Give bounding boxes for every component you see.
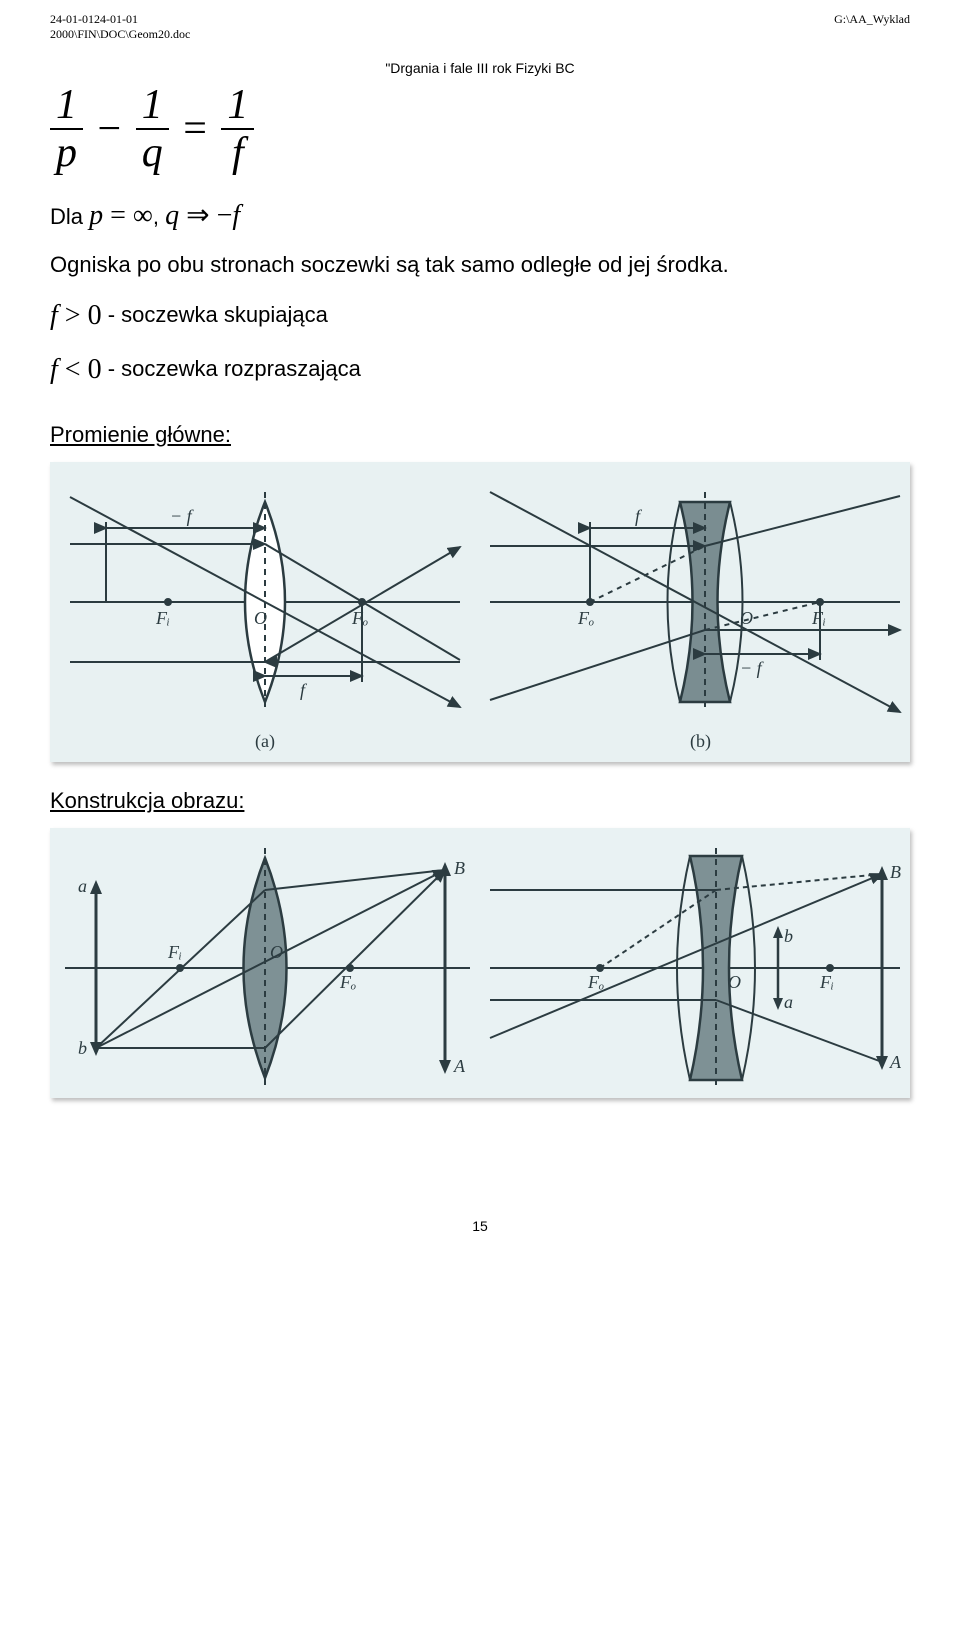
header-left-top: 24-01-0124-01-01 xyxy=(50,12,190,27)
svg-text:b: b xyxy=(78,1038,87,1058)
svg-text:O: O xyxy=(740,608,753,628)
svg-text:(b): (b) xyxy=(690,731,711,752)
svg-text:A: A xyxy=(889,1052,902,1072)
svg-text:a: a xyxy=(784,992,793,1012)
limit-line: Dla p = ∞, q ⇒ −f xyxy=(50,192,910,240)
doc-header: 24-01-0124-01-01 2000\FIN\DOC\Geom20.doc… xyxy=(50,12,910,42)
svg-text:Fᵢ: Fᵢ xyxy=(167,942,182,962)
svg-text:b: b xyxy=(784,926,793,946)
svg-text:Fᵢ: Fᵢ xyxy=(811,608,826,628)
svg-text:Fᵢ: Fᵢ xyxy=(819,972,834,992)
section-principal-rays: Promienie główne: xyxy=(50,422,910,448)
svg-text:Fₒ: Fₒ xyxy=(587,972,604,992)
page-number: 15 xyxy=(50,1218,910,1234)
para-foci: Ogniska po obu stronach soczewki są tak … xyxy=(50,246,910,283)
svg-text:Fₒ: Fₒ xyxy=(577,608,594,628)
figure-image-construction: a b Fᵢ O Fₒ B A Fₒ O Fᵢ xyxy=(50,828,910,1098)
svg-text:a: a xyxy=(78,876,87,896)
header-center: "Drgania i fale III rok Fizyki BC xyxy=(50,60,910,76)
svg-text:O: O xyxy=(728,972,741,992)
svg-text:Fᵢ: Fᵢ xyxy=(155,608,170,628)
svg-text:− f: − f xyxy=(740,658,765,678)
header-left-bottom: 2000\FIN\DOC\Geom20.doc xyxy=(50,27,190,42)
svg-text:− f: − f xyxy=(170,506,195,526)
svg-text:B: B xyxy=(890,862,901,882)
lens-equation: 1p − 1q = 1f xyxy=(50,82,910,176)
figure-principal-rays: − f f Fᵢ O Fₒ (a) Fₒ O Fᵢ f xyxy=(50,462,910,762)
cond-diverging: f < 0 - soczewka rozpraszająca xyxy=(50,343,910,396)
svg-text:B: B xyxy=(454,858,465,878)
svg-text:Fₒ: Fₒ xyxy=(351,608,368,628)
svg-text:Fₒ: Fₒ xyxy=(339,972,356,992)
section-image-construction: Konstrukcja obrazu: xyxy=(50,788,910,814)
svg-text:A: A xyxy=(453,1056,466,1076)
svg-text:(a): (a) xyxy=(255,731,275,752)
header-right: G:\AA_Wyklad xyxy=(834,12,910,42)
cond-converging: f > 0 - soczewka skupiająca xyxy=(50,289,910,342)
svg-text:O: O xyxy=(254,608,267,628)
